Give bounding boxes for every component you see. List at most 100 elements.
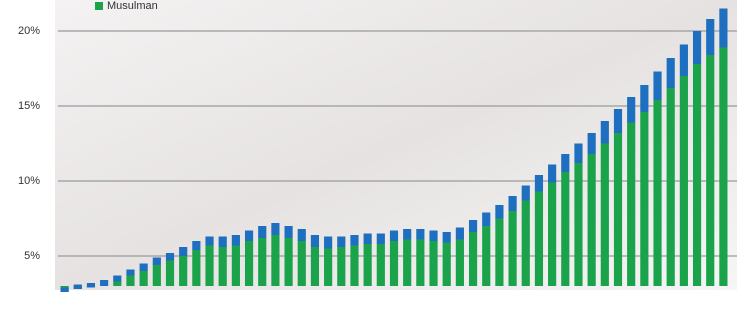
bar-segment xyxy=(403,240,411,287)
bar-segment xyxy=(192,241,200,250)
bar-segment xyxy=(403,229,411,240)
bar-segment xyxy=(337,247,345,286)
bar-segment xyxy=(140,271,148,286)
bar-segment xyxy=(509,211,517,286)
bar-segment xyxy=(443,232,451,243)
bar-segment xyxy=(232,246,240,287)
bar-segment xyxy=(574,144,582,164)
bar-segment xyxy=(614,133,622,286)
bar-segment xyxy=(667,58,675,88)
y-tick-label: 15% xyxy=(18,100,40,112)
bar-segment xyxy=(285,226,293,238)
bar-segment xyxy=(258,226,266,238)
bar-segment xyxy=(153,258,161,266)
bar-segment xyxy=(74,285,82,290)
bar-segment xyxy=(377,244,385,286)
bar-segment xyxy=(719,9,727,48)
bar-segment xyxy=(693,64,701,286)
bar-segment xyxy=(706,55,714,286)
bar-segment xyxy=(416,240,424,287)
bar-segment xyxy=(271,235,279,286)
bar-segment xyxy=(429,231,437,242)
bar-segment xyxy=(482,213,490,227)
bar-segment xyxy=(113,276,121,282)
bar-segment xyxy=(601,121,609,144)
bar-segment xyxy=(377,234,385,245)
bar-segment xyxy=(416,229,424,240)
bar-segment xyxy=(719,48,727,287)
bar-segment xyxy=(614,109,622,133)
bar-segment xyxy=(271,223,279,235)
bar-segment xyxy=(364,244,372,286)
bar-segment xyxy=(350,246,358,287)
bar-segment xyxy=(219,237,227,248)
bar-segment xyxy=(350,235,358,246)
bar-segment xyxy=(495,219,503,287)
y-tick-label: 10% xyxy=(18,175,40,187)
bar-segment xyxy=(245,241,253,286)
bar-segment xyxy=(627,97,635,123)
bar-segment xyxy=(205,237,213,246)
bar-segment xyxy=(574,163,582,286)
bar-segment xyxy=(588,133,596,154)
legend-label: Musulman xyxy=(107,0,158,12)
bar-segment xyxy=(680,76,688,286)
legend-swatch xyxy=(95,2,103,10)
bar-segment xyxy=(588,154,596,286)
bar-segment xyxy=(100,280,108,286)
bar-segment xyxy=(285,238,293,286)
bar-segment xyxy=(429,241,437,286)
bar-segment xyxy=(232,235,240,246)
bar-segment xyxy=(390,231,398,242)
bar-segment xyxy=(653,72,661,101)
bar-segment xyxy=(153,265,161,286)
bar-segment xyxy=(166,261,174,287)
bar-segment xyxy=(456,240,464,287)
bar-segment xyxy=(126,270,134,276)
bar-segment xyxy=(245,231,253,242)
bar-segment xyxy=(522,186,530,201)
bar-segment xyxy=(166,253,174,261)
bar-segment xyxy=(443,243,451,287)
bar-segment xyxy=(364,234,372,245)
bar-segment xyxy=(311,235,319,247)
bar-segment xyxy=(205,246,213,287)
bar-segment xyxy=(667,88,675,286)
bar-segment xyxy=(219,247,227,286)
bar-segment xyxy=(87,283,95,288)
bar-segment xyxy=(548,165,556,183)
bar-segment xyxy=(640,112,648,286)
y-tick-label: 5% xyxy=(24,250,40,262)
bar-segment xyxy=(469,220,477,232)
bar-segment xyxy=(113,282,121,287)
bar-segment xyxy=(561,172,569,286)
bar-segment xyxy=(298,241,306,286)
bar-segment xyxy=(61,288,69,293)
bar-segment xyxy=(680,45,688,77)
y-tick-label: 20% xyxy=(18,25,40,37)
chart: 5% 10% 15% 20% Musulman xyxy=(0,0,737,311)
bar-segment xyxy=(495,205,503,219)
bar-segment xyxy=(509,196,517,211)
bar-segment xyxy=(535,175,543,192)
bar-segment xyxy=(482,226,490,286)
bar-segment xyxy=(390,241,398,286)
bar-segment xyxy=(126,276,134,287)
bar-segment xyxy=(324,249,332,287)
bar-segment xyxy=(693,31,701,64)
bar-segment xyxy=(140,264,148,272)
bar-segment xyxy=(640,85,648,112)
bar-segment xyxy=(337,237,345,248)
bar-segment xyxy=(469,232,477,286)
bar-segment xyxy=(535,192,543,287)
bar-segment xyxy=(192,250,200,286)
bar-segment xyxy=(298,229,306,241)
bar-segment xyxy=(258,238,266,286)
bar-segment xyxy=(548,183,556,287)
bar-segment xyxy=(179,256,187,286)
bar-segment xyxy=(561,154,569,172)
bar-segment xyxy=(601,144,609,287)
bar-segment xyxy=(456,228,464,240)
bar-segment xyxy=(179,247,187,256)
bar-segment xyxy=(653,100,661,286)
